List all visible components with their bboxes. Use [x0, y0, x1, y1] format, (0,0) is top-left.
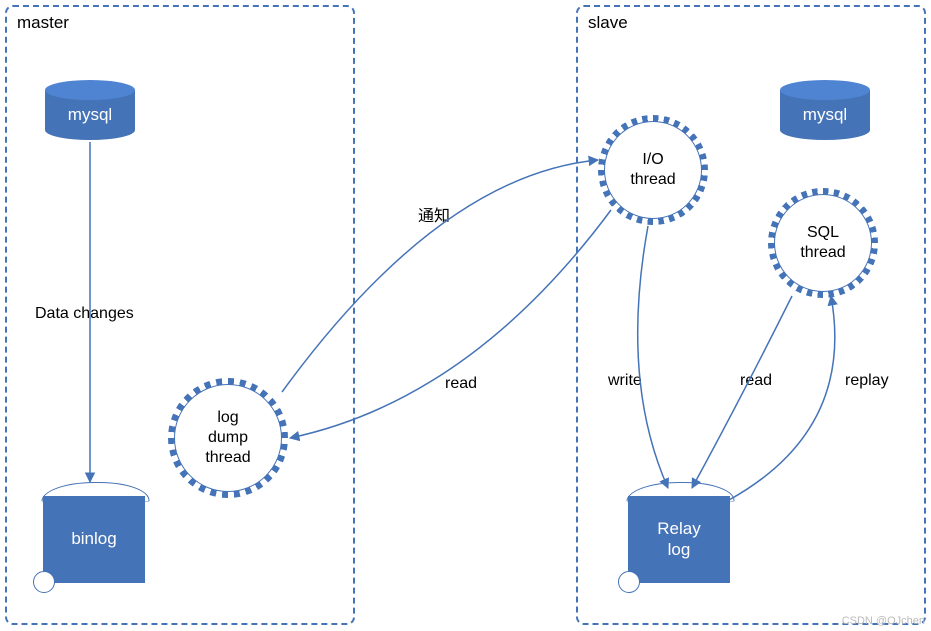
log-dump-thread-node: log dump thread — [168, 378, 288, 498]
binlog-label: binlog — [43, 496, 145, 583]
data-changes-label: Data changes — [35, 305, 134, 323]
notify-label: 通知 — [418, 202, 450, 226]
relay-log-scroll: Relay log — [620, 480, 730, 595]
sql-thread-node: SQL thread — [768, 188, 878, 298]
slave-title: slave — [588, 13, 628, 33]
read-slave-label: read — [740, 372, 772, 390]
replay-label: replay — [845, 372, 889, 390]
relay-log-label: Relay log — [628, 496, 730, 583]
mysql-master-db: mysql — [45, 80, 135, 140]
master-title: master — [17, 13, 69, 33]
mysql-slave-db: mysql — [780, 80, 870, 140]
binlog-scroll: binlog — [35, 480, 145, 595]
mysql-slave-label: mysql — [780, 105, 870, 125]
sql-thread-label: SQL thread — [800, 223, 845, 263]
log-dump-thread-label: log dump thread — [205, 408, 250, 468]
write-label: write — [608, 372, 642, 390]
read-master-label: read — [445, 375, 477, 393]
mysql-master-label: mysql — [45, 105, 135, 125]
io-thread-label: I/O thread — [630, 150, 675, 190]
io-thread-node: I/O thread — [598, 115, 708, 225]
watermark: CSDN @OJchen — [842, 615, 925, 627]
